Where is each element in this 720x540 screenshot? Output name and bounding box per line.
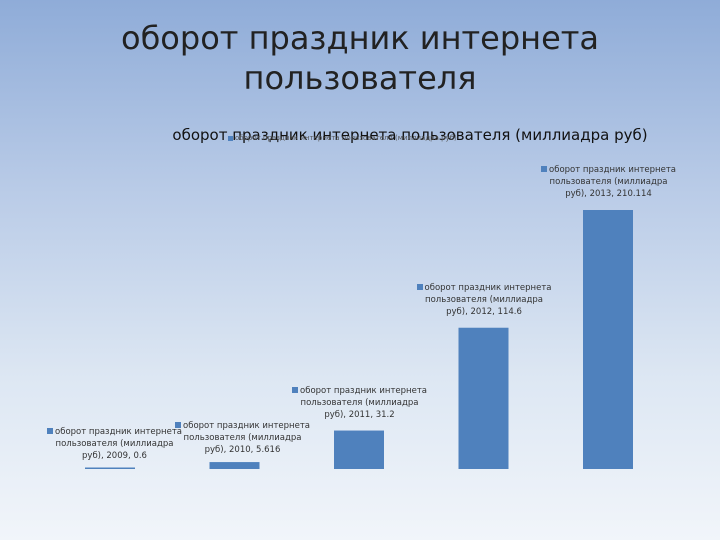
data-label-text: оборот праздник интернета пользователя (…	[300, 385, 427, 420]
data-label-2012: оборот праздник интернета пользователя (…	[416, 282, 552, 318]
data-label-swatch	[416, 283, 423, 290]
chart-legend: оборот праздник интернета пользователя (…	[228, 134, 508, 142]
bar-2012	[458, 327, 509, 469]
legend-label: оборот праздник интернета пользователя (…	[235, 134, 457, 142]
data-label-2011: оборот праздник интернета пользователя (…	[292, 385, 427, 421]
data-label-text: оборот праздник интернета пользователя (…	[549, 165, 676, 199]
data-label-swatch	[175, 422, 181, 428]
bar-2009	[85, 467, 135, 469]
bar-2011	[334, 430, 384, 469]
legend-swatch	[228, 135, 233, 141]
data-label-text: оборот праздник интернета пользователя (…	[183, 421, 310, 455]
chart-title: оборот праздник интернета пользователя (…	[172, 126, 648, 144]
bar-2010	[209, 462, 260, 469]
data-label-2010: оборот праздник интернета пользователя (…	[175, 420, 310, 456]
bar-2013	[583, 210, 633, 469]
data-label-text: оборот праздник интернета пользователя (…	[55, 427, 182, 461]
data-label-2013: оборот праздник интернета пользователя (…	[541, 164, 676, 200]
slide-title: оборот праздник интернета пользователя	[120, 19, 599, 97]
data-label-2009: оборот праздник интернета пользователя (…	[47, 426, 182, 462]
data-label-swatch	[541, 166, 547, 172]
data-label-swatch	[47, 428, 53, 434]
data-label-text: оборот праздник интернета пользователя (…	[424, 282, 552, 317]
data-label-swatch	[292, 386, 298, 393]
